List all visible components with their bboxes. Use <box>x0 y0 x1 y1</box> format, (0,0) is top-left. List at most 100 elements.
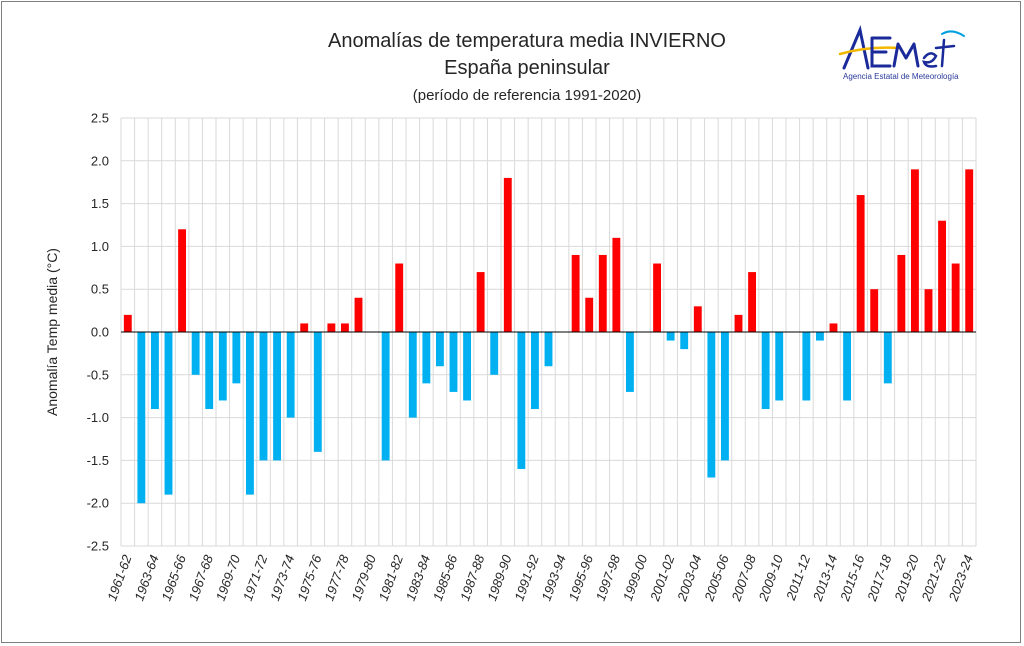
bar-1973-74 <box>286 332 295 418</box>
x-tick-label: 2003-04 <box>674 553 705 604</box>
bar-2020-21 <box>924 289 933 332</box>
bar-1998-99 <box>625 332 634 392</box>
bar-2014-15 <box>843 332 852 401</box>
y-tick-label: -1.0 <box>87 410 109 425</box>
x-tick-label: 1979-80 <box>348 552 379 603</box>
bars <box>123 169 974 504</box>
bar-2004-05 <box>707 332 716 478</box>
bar-2023-24 <box>965 169 974 332</box>
bar-1963-64 <box>150 332 159 410</box>
logo-a-stroke <box>842 24 870 70</box>
y-tick-label: 0.5 <box>91 282 109 297</box>
bar-1974-75 <box>300 323 309 332</box>
chart-title: Anomalías de temperatura media INVIERNO <box>328 30 726 52</box>
x-tick-label: 1971-72 <box>240 552 271 603</box>
bar-1978-79 <box>354 297 363 332</box>
x-tick-label: 1975-76 <box>294 552 325 603</box>
x-tick-label: 1973-74 <box>267 553 297 603</box>
bar-2011-12 <box>802 332 811 401</box>
bar-1989-90 <box>503 177 512 332</box>
bar-1961-62 <box>123 314 132 332</box>
bar-2006-07 <box>734 314 743 332</box>
logo-arc <box>941 30 965 37</box>
x-tick-label: 1977-78 <box>321 552 352 603</box>
bar-2012-13 <box>815 332 824 341</box>
x-tick-label: 1963-64 <box>131 553 161 603</box>
y-tick-label: 1.5 <box>91 196 109 211</box>
x-tick-label: 1999-00 <box>620 552 651 603</box>
y-tick-label: -2.5 <box>87 539 109 554</box>
bar-1964-65 <box>164 332 173 495</box>
y-axis-label: Anomalía Temp media (°C) <box>44 248 60 416</box>
x-tick-label: 1983-84 <box>403 553 433 603</box>
bar-2005-06 <box>720 332 729 461</box>
x-tick-label: 1987-88 <box>457 552 488 603</box>
x-tick-label: 1997-98 <box>593 552 624 603</box>
bar-1987-88 <box>476 272 485 332</box>
bar-2008-09 <box>761 332 770 410</box>
aemet-logo-mark <box>838 24 965 70</box>
bar-1997-98 <box>612 237 621 332</box>
bar-2013-14 <box>829 323 838 332</box>
logo-t-stroke <box>934 38 956 68</box>
bar-1995-96 <box>585 297 594 332</box>
bar-2001-02 <box>666 332 675 341</box>
bar-1991-92 <box>530 332 539 410</box>
bar-2018-19 <box>897 254 906 332</box>
x-tick-label: 2015-16 <box>837 552 868 604</box>
logo-e-stroke <box>870 36 892 68</box>
bar-2000-01 <box>653 263 662 332</box>
x-tick-labels: 1961-621963-641965-661967-681969-701971-… <box>104 552 976 604</box>
bar-2002-03 <box>680 332 689 350</box>
logo-tagline: Agencia Estatal de Meteorología <box>843 72 959 81</box>
x-tick-label: 1989-90 <box>484 552 515 603</box>
bar-2019-20 <box>910 169 919 332</box>
x-tick-label: 1961-62 <box>104 552 135 603</box>
bar-1980-81 <box>381 332 390 461</box>
bar-2016-17 <box>870 289 879 332</box>
logo-m-stroke <box>892 42 920 68</box>
bar-1996-97 <box>598 254 607 332</box>
bar-1994-95 <box>571 254 580 332</box>
x-tick-label: 2011-12 <box>783 552 814 603</box>
x-tick-label: 1967-68 <box>186 552 217 603</box>
bar-1968-69 <box>218 332 227 401</box>
y-tick-label: 0.0 <box>91 325 109 340</box>
bar-1984-85 <box>435 332 444 367</box>
x-tick-label: 2013-14 <box>810 553 841 604</box>
bar-2022-23 <box>951 263 960 332</box>
bar-1969-70 <box>232 332 241 384</box>
x-tick-label: 1993-94 <box>538 553 568 603</box>
x-tick-label: 1991-92 <box>511 552 542 603</box>
bar-1990-91 <box>517 332 526 469</box>
reference-period: (período de referencia 1991-2020) <box>412 87 642 104</box>
x-tick-label: 2021-22 <box>918 552 949 604</box>
y-tick-label: -0.5 <box>87 367 109 382</box>
bar-1982-83 <box>408 332 417 418</box>
bar-1992-93 <box>544 332 553 367</box>
y-tick-labels: 2.5 2.0 1.5 1.0 0.5 0.0 -0.5 -1.0 -1.5 -2.0 -2.5 <box>87 111 109 554</box>
x-tick-label: 1995-96 <box>566 552 597 603</box>
bar-1981-82 <box>395 263 404 332</box>
x-tick-label: 1965-66 <box>158 552 189 603</box>
chart-subtitle: España peninsular <box>444 57 610 79</box>
bar-2017-18 <box>883 332 892 384</box>
bar-1977-78 <box>340 323 349 332</box>
x-tick-label: 2019-20 <box>891 552 922 604</box>
bar-1965-66 <box>178 229 187 332</box>
x-tick-label: 2005-06 <box>701 552 732 604</box>
bar-2009-10 <box>775 332 784 401</box>
x-tick-label: 1985-86 <box>430 552 461 603</box>
logo-e2-stroke <box>922 52 938 68</box>
y-tick-label: 1.0 <box>91 239 109 254</box>
y-tick-label: -2.0 <box>87 496 109 511</box>
bar-1975-76 <box>313 332 322 452</box>
x-tick-label: 2001-02 <box>647 552 678 604</box>
x-tick-label: 1969-70 <box>213 552 244 603</box>
y-tick-label: 2.5 <box>91 111 109 126</box>
x-tick-label: 2017-18 <box>864 552 895 604</box>
bar-1976-77 <box>327 323 336 332</box>
y-tick-label: 2.0 <box>91 153 109 168</box>
x-tick-label: 2009-10 <box>755 552 786 604</box>
